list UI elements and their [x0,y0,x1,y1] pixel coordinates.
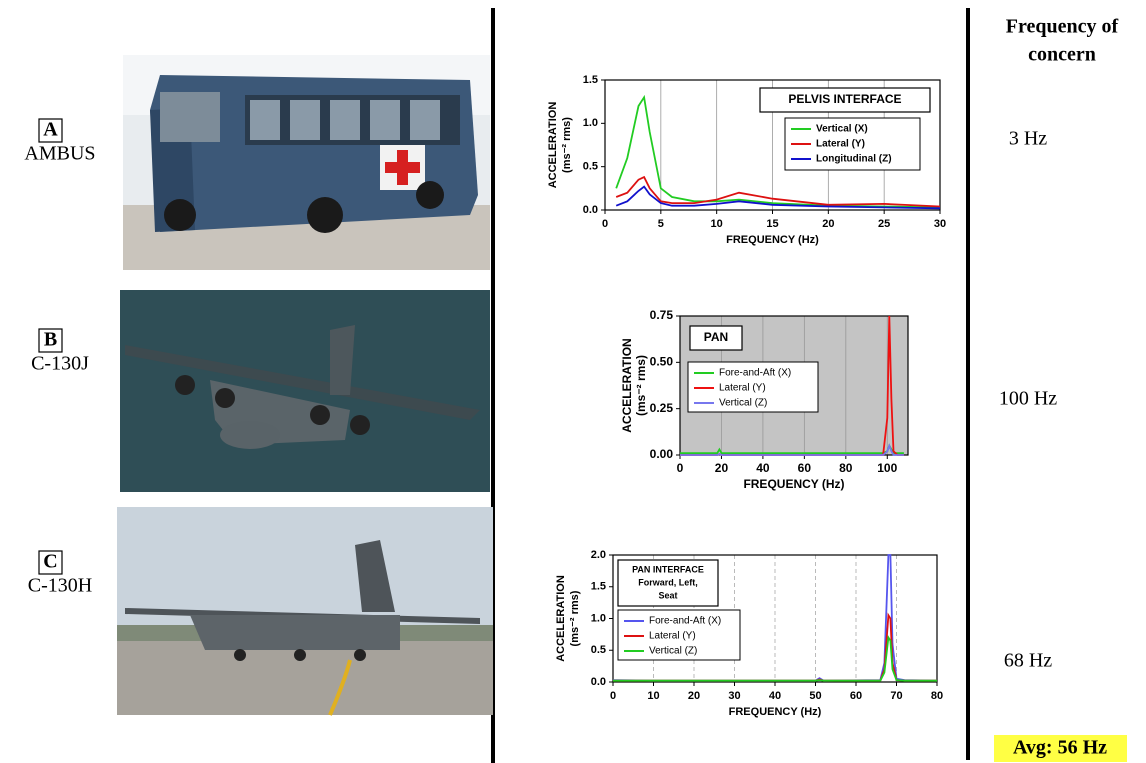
legend-label: Lateral (Y) [719,383,766,394]
y-axis-label: ACCELERATION [620,338,634,432]
legend-label: Vertical (X) [816,124,868,135]
panel-letter: B [44,329,57,351]
column-header: Frequency of [1006,16,1119,38]
x-tick-label: 30 [934,218,946,230]
y-tick-label: 0.0 [591,676,606,688]
y-tick-label: 0.00 [650,447,674,461]
x-tick-label: 70 [890,690,902,702]
chart-title: Forward, Left, [638,577,698,587]
y-tick-label: 0.75 [650,308,674,322]
y-tick-label: 1.5 [591,581,606,593]
x-tick-label: 20 [688,690,700,702]
photo-c130j [120,290,490,492]
frequency: 100 Hz [999,388,1057,410]
y-tick-label: 0.5 [591,644,606,656]
x-tick-label: 50 [809,690,821,702]
photo-c130h [117,507,493,715]
legend-label: Lateral (Y) [649,631,696,642]
legend-label: Vertical (Z) [649,646,697,657]
chart-title: PELVIS INTERFACE [788,92,901,106]
x-tick-label: 10 [647,690,659,702]
legend-label: Longitudinal (Z) [816,154,892,165]
legend-label: Vertical (Z) [719,398,767,409]
x-tick-label: 100 [877,461,897,475]
y-tick-label: 0.50 [650,355,674,369]
x-tick-label: 0 [677,461,684,475]
chart-title: Seat [658,590,677,600]
x-axis-label: FREQUENCY (Hz) [726,234,819,246]
x-tick-label: 60 [850,690,862,702]
x-axis-label: FREQUENCY (Hz) [743,477,844,491]
y-axis-label: ACCELERATION [547,102,559,189]
y-tick-label: 0.5 [583,161,598,173]
y-axis-label: (ms⁻² rms) [569,590,581,646]
vehicle-name: C-130J [31,353,89,375]
x-tick-label: 20 [715,461,729,475]
x-tick-label: 10 [711,218,723,230]
frequency: 68 Hz [1004,650,1052,672]
x-tick-label: 20 [822,218,834,230]
x-tick-label: 30 [728,690,740,702]
y-axis-label: ACCELERATION [555,575,567,662]
x-tick-label: 40 [756,461,770,475]
x-tick-label: 5 [658,218,664,230]
y-tick-label: 1.0 [583,117,598,129]
x-tick-label: 60 [798,461,812,475]
legend-label: Fore-and-Aft (X) [649,616,721,627]
x-tick-label: 0 [602,218,608,230]
chart-title: PAN INTERFACE [632,564,704,574]
y-tick-label: 0.25 [650,401,674,415]
chart-title: PAN [704,330,728,344]
y-tick-label: 0.0 [583,204,598,216]
divider [966,8,970,760]
vehicle-name: AMBUS [24,143,95,165]
frequency: 3 Hz [1009,128,1047,150]
x-tick-label: 0 [610,690,616,702]
column-header: concern [1028,44,1096,66]
x-tick-label: 80 [931,690,943,702]
panel-letter: A [43,119,58,141]
y-tick-label: 2.0 [591,549,606,561]
vehicle-name: C-130H [28,575,92,597]
legend-label: Fore-and-Aft (X) [719,368,791,379]
x-axis-label: FREQUENCY (Hz) [729,706,822,718]
figure: AAMBUS 3 Hz BC-130J 100 Hz CC-130H 68 Hz Frequ… [0,0,1146,763]
y-axis-label: (ms⁻² rms) [561,117,573,173]
panel-letter: C [43,551,57,573]
x-tick-label: 80 [839,461,853,475]
x-tick-label: 40 [769,690,781,702]
y-axis-label: (ms⁻² rms) [634,355,648,416]
x-tick-label: 15 [766,218,778,230]
y-tick-label: 1.5 [583,74,598,86]
average: Avg: 56 Hz [1013,737,1107,759]
photo-ambus [123,55,490,270]
y-tick-label: 1.0 [591,612,606,624]
x-tick-label: 25 [878,218,890,230]
legend-label: Lateral (Y) [816,139,865,150]
